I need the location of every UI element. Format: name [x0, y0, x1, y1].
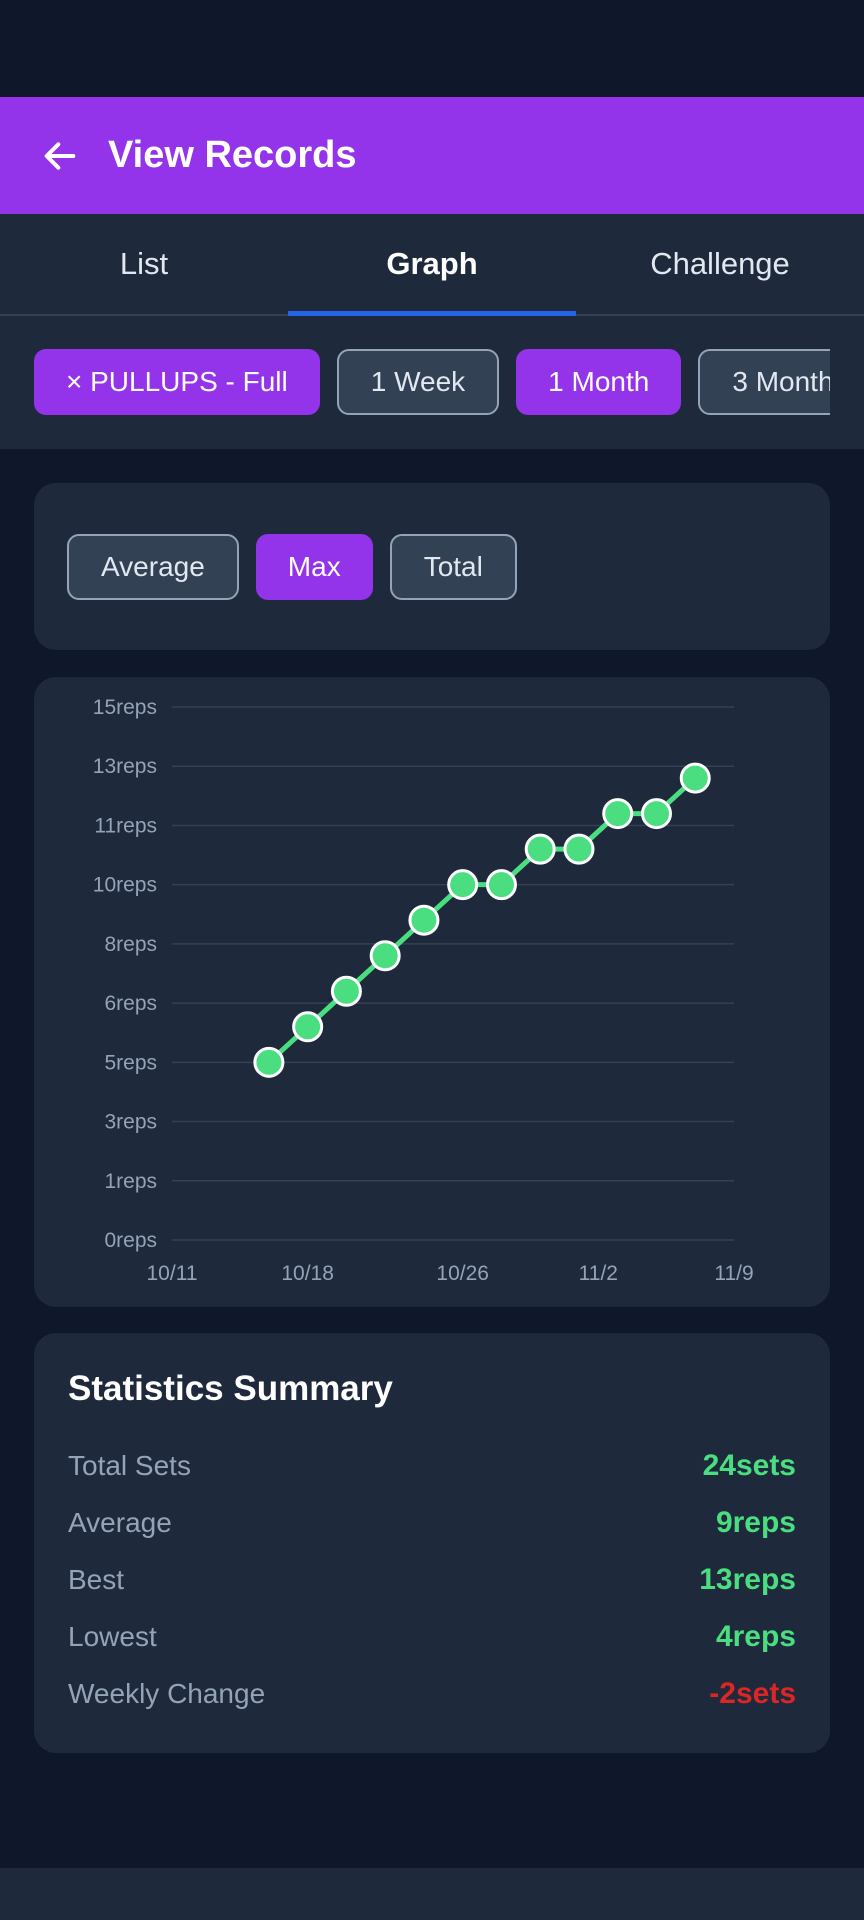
stat-row-total-sets: Total Sets 24sets: [68, 1441, 796, 1491]
period-1-week-chip[interactable]: 1 Week: [336, 349, 500, 415]
statistics-card: Statistics Summary Total Sets 24sets Ave…: [34, 1333, 830, 1753]
y-tick-label: 15reps: [93, 696, 157, 719]
stat-row-lowest: Lowest 4reps: [68, 1612, 796, 1662]
x-tick-label: 11/2: [579, 1262, 618, 1285]
data-point: [369, 940, 401, 972]
y-tick-label: 13reps: [93, 755, 157, 778]
y-tick-label: 0reps: [104, 1229, 157, 1252]
x-tick-label: 11/9: [714, 1262, 753, 1285]
data-point: [330, 975, 362, 1007]
stat-row-average: Average 9reps: [68, 1498, 796, 1548]
y-tick-label: 6reps: [104, 992, 157, 1015]
data-point: [253, 1046, 285, 1078]
filter-bar: × PULLUPS - Full 1 Week 1 Month 3 Months: [0, 316, 864, 449]
chart-card: 0reps 1reps 3reps 5reps 6reps 8reps 10reps 11re…: [34, 677, 830, 1307]
aggregation-card: Average Max Total: [34, 483, 830, 650]
stat-label: Average: [68, 1507, 172, 1538]
data-point: [524, 833, 556, 865]
y-tick-label: 1reps: [104, 1170, 157, 1193]
data-point: [679, 762, 711, 794]
tab-bar: List Graph Challenge: [0, 214, 864, 316]
tab-challenge[interactable]: Challenge: [650, 246, 790, 281]
stat-label: Best: [68, 1564, 125, 1595]
stat-value: 13reps: [699, 1563, 796, 1596]
stat-label: Lowest: [68, 1621, 157, 1652]
data-point: [485, 869, 517, 901]
y-tick-label: 11reps: [94, 814, 157, 837]
y-tick-label: 3reps: [104, 1111, 157, 1134]
data-point: [602, 798, 634, 830]
statistics-title: Statistics Summary: [68, 1369, 393, 1408]
back-button[interactable]: [40, 136, 80, 176]
max-toggle[interactable]: Max: [255, 534, 373, 600]
data-point: [292, 1011, 324, 1043]
tab-list[interactable]: List: [119, 246, 169, 281]
stat-row-best: Best 13reps: [68, 1555, 796, 1605]
stat-row-weekly-change: Weekly Change -2sets: [68, 1669, 796, 1719]
stat-value: 9reps: [715, 1506, 796, 1539]
data-point: [563, 833, 595, 865]
period-1-month-chip[interactable]: 1 Month: [516, 349, 682, 415]
status-bar: [0, 0, 864, 97]
stat-value: -2sets: [709, 1677, 796, 1710]
page-title: View Records: [108, 134, 357, 176]
y-tick-label: 5reps: [104, 1051, 157, 1074]
stat-value: 24sets: [702, 1449, 796, 1482]
exercise-filter-chip[interactable]: × PULLUPS - Full: [34, 349, 320, 415]
y-tick-label: 10reps: [93, 874, 157, 897]
period-3-months-chip[interactable]: 3 Months: [698, 349, 830, 415]
y-tick-label: 8reps: [104, 933, 157, 956]
line-chart: 0reps 1reps 3reps 5reps 6reps 8reps 10reps 11re…: [93, 696, 754, 1285]
average-toggle[interactable]: Average: [67, 534, 239, 600]
stat-label: Total Sets: [68, 1450, 191, 1481]
data-point: [408, 904, 440, 936]
arrow-left-icon: [44, 141, 76, 170]
data-point: [640, 798, 672, 830]
stat-value: 4reps: [715, 1620, 796, 1653]
app-bar: View Records: [0, 97, 864, 214]
data-point: [447, 869, 479, 901]
x-tick-label: 10/26: [436, 1262, 489, 1285]
tab-graph[interactable]: Graph: [288, 214, 576, 316]
total-toggle[interactable]: Total: [389, 534, 517, 600]
stat-label: Weekly Change: [68, 1678, 266, 1709]
x-tick-label: 10/18: [281, 1262, 334, 1285]
x-tick-label: 10/11: [147, 1262, 198, 1285]
system-navigation-bar: [0, 1868, 864, 1920]
